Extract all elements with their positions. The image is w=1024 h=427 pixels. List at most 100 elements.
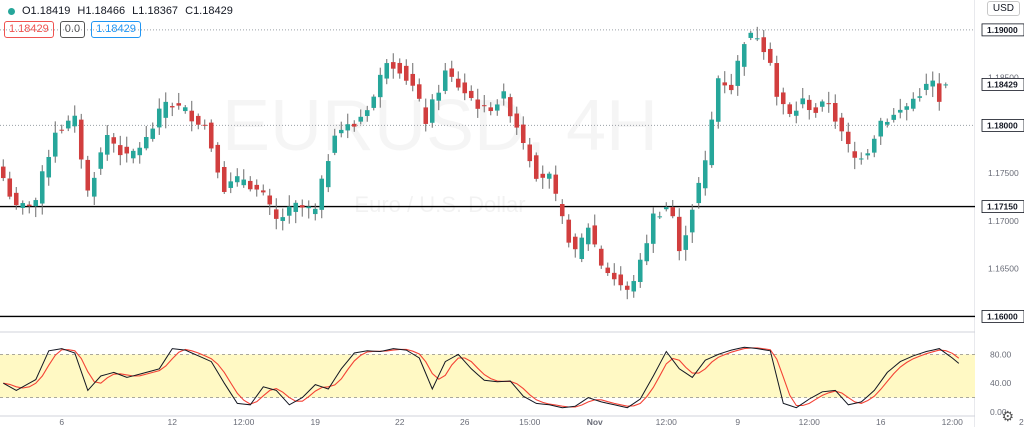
candle[interactable] — [696, 177, 702, 209]
candle[interactable] — [774, 55, 780, 106]
current-price-label[interactable]: 1.18429 — [981, 78, 1024, 91]
candle[interactable] — [247, 176, 253, 192]
candle[interactable] — [273, 198, 279, 230]
price-line-label[interactable]: 1.17150 — [981, 200, 1024, 213]
candle[interactable] — [702, 150, 708, 196]
candle[interactable] — [267, 188, 273, 215]
candle[interactable] — [176, 92, 182, 110]
candle[interactable] — [364, 105, 370, 122]
candle[interactable] — [611, 263, 617, 286]
candle[interactable] — [527, 137, 533, 168]
price-line-label[interactable]: 1.19000 — [981, 23, 1024, 37]
candle[interactable] — [377, 67, 383, 108]
candle[interactable] — [826, 91, 832, 113]
candle[interactable] — [449, 60, 455, 82]
candle[interactable] — [637, 253, 643, 288]
candle[interactable] — [234, 168, 240, 187]
candle[interactable] — [462, 73, 468, 101]
candle[interactable] — [52, 121, 58, 163]
candle[interactable] — [715, 75, 721, 129]
candle[interactable] — [858, 152, 864, 165]
candle[interactable] — [137, 142, 143, 164]
candle[interactable] — [312, 203, 318, 221]
candle[interactable] — [670, 199, 676, 219]
candle[interactable] — [553, 165, 559, 202]
candle[interactable] — [754, 26, 760, 42]
candle[interactable] — [143, 125, 149, 151]
candle[interactable] — [442, 62, 448, 95]
candle[interactable] — [371, 94, 377, 111]
candle[interactable] — [397, 58, 403, 79]
candle[interactable] — [943, 82, 949, 89]
candle[interactable] — [468, 85, 474, 101]
candle[interactable] — [280, 208, 286, 231]
sell-price-badge[interactable]: 1.18429 — [4, 21, 54, 38]
candle[interactable] — [780, 87, 786, 115]
candle[interactable] — [904, 102, 910, 121]
candle[interactable] — [338, 121, 344, 138]
candle[interactable] — [572, 233, 578, 258]
candlestick-series[interactable] — [0, 26, 949, 300]
candle[interactable] — [845, 122, 851, 153]
candle[interactable] — [475, 88, 481, 118]
candle[interactable] — [683, 225, 689, 261]
candle[interactable] — [624, 281, 630, 300]
candle[interactable] — [455, 71, 461, 91]
candle[interactable] — [0, 159, 6, 182]
candle[interactable] — [332, 128, 338, 156]
candle[interactable] — [215, 142, 221, 179]
candle[interactable] — [306, 200, 312, 219]
gear-icon[interactable]: ⚙ — [1001, 408, 1014, 424]
candle[interactable] — [358, 109, 364, 125]
candle[interactable] — [741, 42, 747, 76]
candle[interactable] — [169, 102, 175, 117]
candle[interactable] — [221, 161, 227, 194]
candle[interactable] — [7, 171, 13, 200]
candle[interactable] — [403, 59, 409, 85]
candle[interactable] — [293, 200, 299, 224]
stochastic-pane[interactable] — [0, 346, 975, 409]
candle[interactable] — [787, 102, 793, 118]
candle[interactable] — [936, 73, 942, 111]
candle[interactable] — [735, 55, 741, 96]
candle[interactable] — [208, 119, 214, 152]
candle[interactable] — [839, 112, 845, 141]
currency-button[interactable]: USD — [986, 1, 1020, 16]
candle[interactable] — [806, 95, 812, 120]
candle[interactable] — [793, 101, 799, 124]
candle[interactable] — [124, 136, 130, 163]
candle[interactable] — [657, 211, 663, 220]
candle[interactable] — [241, 169, 247, 188]
candle[interactable] — [130, 148, 136, 164]
candle[interactable] — [59, 124, 65, 134]
candle[interactable] — [852, 141, 858, 170]
candle[interactable] — [156, 98, 162, 135]
candle[interactable] — [878, 117, 884, 145]
candle[interactable] — [540, 165, 546, 189]
candle[interactable] — [748, 30, 754, 41]
candle[interactable] — [546, 171, 552, 189]
candle[interactable] — [891, 108, 897, 123]
candle[interactable] — [85, 155, 91, 197]
candle[interactable] — [605, 262, 611, 276]
candle[interactable] — [722, 71, 728, 94]
candle[interactable] — [689, 204, 695, 243]
candle[interactable] — [351, 120, 357, 132]
candle[interactable] — [33, 197, 39, 218]
candle[interactable] — [884, 118, 890, 128]
candle[interactable] — [917, 88, 923, 102]
candle[interactable] — [436, 84, 442, 111]
candle[interactable] — [728, 73, 734, 95]
candle[interactable] — [533, 152, 539, 182]
candle[interactable] — [423, 98, 429, 132]
candle[interactable] — [501, 83, 507, 106]
candle[interactable] — [819, 99, 825, 112]
candle[interactable] — [254, 179, 260, 197]
candle[interactable] — [26, 201, 32, 214]
candle[interactable] — [897, 98, 903, 119]
candle[interactable] — [345, 113, 351, 139]
candle[interactable] — [39, 165, 45, 215]
candle[interactable] — [117, 135, 123, 166]
candle[interactable] — [182, 105, 188, 114]
candle[interactable] — [228, 172, 234, 194]
